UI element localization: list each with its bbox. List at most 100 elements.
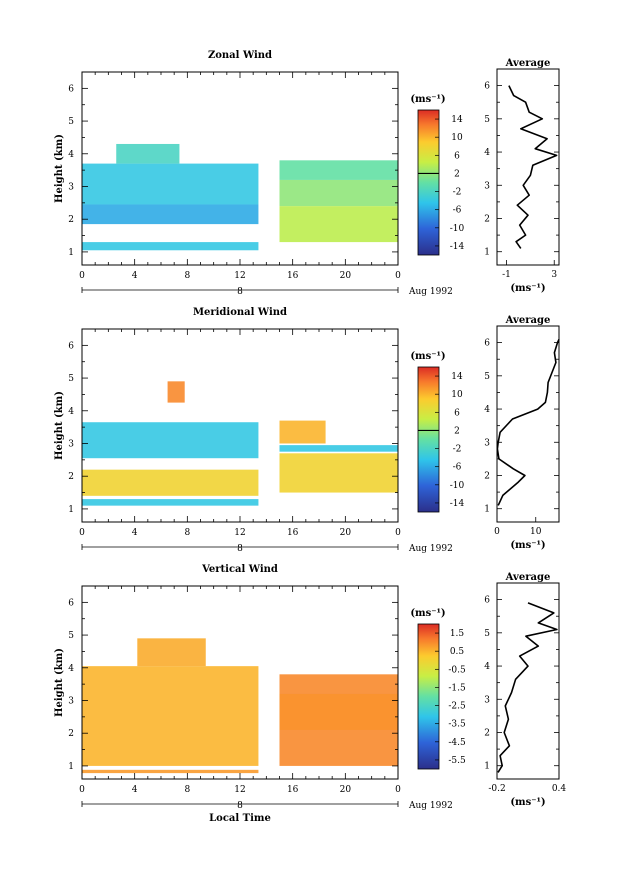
y-tick-label: 3 xyxy=(68,439,74,449)
y-axis-label: Height (km) xyxy=(54,391,65,460)
profile-x-tick-label: -0.2 xyxy=(488,784,505,794)
y-tick-label: 5 xyxy=(68,374,74,384)
profile-y-tick-label: 5 xyxy=(484,629,490,639)
colorbar-tick-label: 6 xyxy=(454,151,460,161)
profile-y-tick-label: 5 xyxy=(484,115,490,125)
date-label: 8 xyxy=(237,287,243,297)
colorbar-tick-label: 1.5 xyxy=(450,629,465,639)
colorbar-tick-label: -0.5 xyxy=(448,665,466,675)
data-cell xyxy=(279,693,398,730)
x-tick-label: 4 xyxy=(132,528,138,538)
profile-x-tick-label: 3 xyxy=(551,270,557,280)
x-tick-label: 4 xyxy=(132,271,138,281)
data-cell xyxy=(279,420,326,444)
profile-x-label: (ms⁻¹) xyxy=(510,540,545,551)
profile-y-tick-label: 1 xyxy=(484,248,490,258)
x-tick-label: 12 xyxy=(234,528,245,538)
colorbar-tick-label: 14 xyxy=(451,115,463,125)
x-tick-label: 12 xyxy=(234,785,245,795)
x-tick-label: 8 xyxy=(184,528,190,538)
y-tick-label: 3 xyxy=(68,696,74,706)
x-tick-label: 16 xyxy=(287,785,299,795)
x-tick-label: 16 xyxy=(287,271,299,281)
data-cell xyxy=(82,204,259,225)
colorbar-tick-label: 0.5 xyxy=(450,647,465,657)
y-tick-label: 6 xyxy=(68,598,74,608)
profile-title: Average xyxy=(505,572,551,583)
month-label: Aug 1992 xyxy=(408,287,453,297)
profile-x-label: (ms⁻¹) xyxy=(510,797,545,808)
profile-y-tick-label: 3 xyxy=(484,695,490,705)
x-tick-label: 0 xyxy=(395,528,401,538)
colorbar-tick-label: -2 xyxy=(453,188,462,198)
x-tick-label: 0 xyxy=(395,271,401,281)
data-cell xyxy=(82,422,259,459)
x-tick-label: 0 xyxy=(79,271,85,281)
data-cell xyxy=(82,666,259,766)
x-tick-label: 8 xyxy=(184,271,190,281)
colorbar-unit: (ms⁻¹) xyxy=(410,94,445,105)
y-tick-label: 5 xyxy=(68,631,74,641)
profile-frame xyxy=(496,582,560,780)
x-tick-label: 20 xyxy=(340,271,352,281)
colorbar-tick-label: -2 xyxy=(453,445,462,455)
y-tick-label: 3 xyxy=(68,182,74,192)
colorbar-tick-label: 14 xyxy=(451,372,463,382)
x-axis-label: Local Time xyxy=(209,813,271,824)
x-tick-label: 0 xyxy=(79,785,85,795)
data-cell xyxy=(279,453,398,493)
data-cell xyxy=(82,242,259,251)
profile-title: Average xyxy=(505,58,551,69)
data-cell xyxy=(82,499,259,506)
profile-y-tick-label: 4 xyxy=(484,405,490,415)
x-tick-label: 8 xyxy=(184,785,190,795)
y-tick-label: 4 xyxy=(68,407,74,417)
x-tick-label: 0 xyxy=(395,785,401,795)
x-tick-label: 0 xyxy=(79,528,85,538)
colorbar-tick-label: 10 xyxy=(451,390,463,400)
profile-line xyxy=(496,338,560,506)
y-tick-label: 1 xyxy=(68,505,74,515)
profile-y-tick-label: 6 xyxy=(484,82,490,92)
panel-title: Zonal Wind xyxy=(208,50,272,61)
colorbar-tick-label: 2 xyxy=(454,169,460,179)
colorbar-tick-label: -6 xyxy=(453,463,462,473)
colorbar xyxy=(417,366,440,513)
x-tick-label: 12 xyxy=(234,271,245,281)
profile-y-tick-label: 1 xyxy=(484,505,490,515)
data-cell xyxy=(279,179,398,207)
profile-x-tick-label: 0 xyxy=(494,527,500,537)
data-cell xyxy=(116,143,180,164)
colorbar xyxy=(417,109,440,256)
date-label: 8 xyxy=(237,801,243,811)
data-cell xyxy=(279,206,398,243)
panel-title: Meridional Wind xyxy=(193,307,287,318)
profile-x-tick-label: 10 xyxy=(530,527,542,537)
y-tick-label: 5 xyxy=(68,117,74,127)
profile-y-tick-label: 6 xyxy=(484,339,490,349)
y-tick-label: 2 xyxy=(68,472,74,482)
colorbar-tick-label: 2 xyxy=(454,426,460,436)
colorbar-tick-label: -5.5 xyxy=(448,756,466,766)
y-tick-label: 1 xyxy=(68,762,74,772)
y-tick-label: 4 xyxy=(68,150,74,160)
y-axis-label: Height (km) xyxy=(54,648,65,717)
colorbar-tick-label: -14 xyxy=(450,242,465,252)
profile-frame xyxy=(496,325,560,523)
colorbar-tick-label: 6 xyxy=(454,408,460,418)
colorbar-tick-label: -2.5 xyxy=(448,702,466,712)
y-tick-label: 6 xyxy=(68,341,74,351)
colorbar-tick-label: -14 xyxy=(450,499,465,509)
date-label: 8 xyxy=(237,544,243,554)
x-tick-label: 4 xyxy=(132,785,138,795)
y-axis-label: Height (km) xyxy=(54,134,65,203)
colorbar-unit: (ms⁻¹) xyxy=(410,608,445,619)
colorbar-tick-label: -3.5 xyxy=(448,720,466,730)
y-tick-label: 6 xyxy=(68,84,74,94)
colorbar-tick-label: -1.5 xyxy=(448,683,466,693)
panel-title: Vertical Wind xyxy=(201,564,278,575)
profile-y-tick-label: 6 xyxy=(484,596,490,606)
